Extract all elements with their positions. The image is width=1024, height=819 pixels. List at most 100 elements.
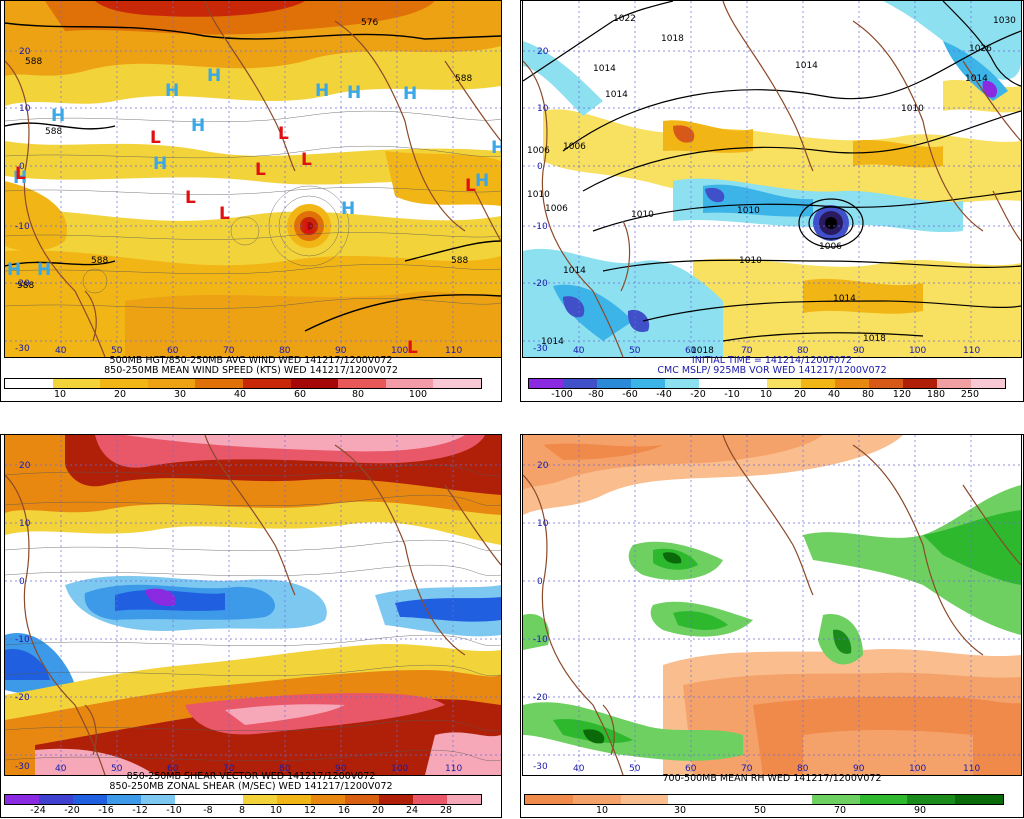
lon-label: 90 [335,764,347,774]
lat-label: 10 [537,104,549,114]
low-pressure-symbol: L [150,128,161,148]
lon-label: 40 [573,346,585,356]
colorbar-tick: 10 [53,389,67,400]
lon-label: 100 [909,764,926,774]
lon-label: 70 [223,764,235,774]
lon-label: 110 [445,346,462,356]
high-pressure-symbol: H [315,81,329,101]
isobar-label: 1010 [527,190,550,200]
contour-label: 588 [455,74,472,84]
panel-mslp-vorticity: 20 10 0 -10 -20 -30 40 50 60 70 80 90 10… [520,0,1024,402]
lat-label: 0 [537,162,543,172]
colorbar-tick: -12 [132,805,148,816]
lat-label: -30 [533,344,548,354]
lat-label: -10 [533,222,548,232]
lat-label: 0 [19,577,25,587]
colorbar-tick: 180 [926,389,946,400]
colorbar-tick: -100 [551,389,573,400]
lon-label: 80 [279,764,291,774]
lat-label: 10 [19,519,31,529]
contour-label: 588 [25,57,42,67]
high-pressure-symbol: H [191,116,205,136]
colorbar-tick: 70 [833,805,847,816]
lon-label: 90 [853,346,865,356]
lat-label: 0 [537,577,543,587]
lon-label: 100 [391,764,408,774]
lon-label: 40 [573,764,585,774]
lon-label: 50 [111,346,123,356]
wind-speed-colorbar [4,378,482,389]
caption-line-2: 850-250MB MEAN WIND SPEED (KTS) WED 1412… [104,365,398,376]
isobar-label: 1014 [541,337,564,347]
colorbar-tick: -24 [30,805,46,816]
vorticity-colorbar-labels: -100 -80 -60 -40 -20 -10 10 20 40 80 120… [528,389,1004,400]
high-pressure-symbol: H [341,199,355,219]
colorbar-tick: 20 [793,389,807,400]
lon-label: 50 [629,764,641,774]
high-pressure-symbol: H [491,138,501,158]
vorticity-colorbar [528,378,1006,389]
lon-label: 60 [685,346,697,356]
colorbar-tick: 8 [238,805,246,816]
isobar-label: 1014 [795,61,818,71]
colorbar-tick: -60 [622,389,638,400]
lon-label: 110 [445,764,462,774]
panel-zonal-shear: 20 10 0 -10 -20 -30 40 50 60 70 80 90 10… [0,418,502,819]
high-pressure-symbol: H [7,260,21,280]
high-pressure-symbol: H [165,81,179,101]
lon-label: 60 [167,764,179,774]
lat-label: -10 [533,635,548,645]
lat-label: -20 [15,279,30,289]
isobar-label: 1006 [819,242,842,252]
lat-label: -30 [15,762,30,772]
colorbar-tick: 10 [759,389,773,400]
caption-line-1: 700-500MB MEAN RH WED 141217/1200V072 [662,773,882,784]
lat-label: -30 [533,762,548,772]
wind-speed-colorbar-labels: 10 20 30 40 60 80 100 [4,389,480,400]
high-pressure-symbol: H [475,171,489,191]
colorbar-tick: -8 [203,805,213,816]
high-pressure-symbol: H [51,106,65,126]
isobar-label: 1018 [661,34,684,44]
isobar-label: 1026 [969,44,992,54]
high-pressure-symbol: H [347,83,361,103]
rh-colorbar [524,794,1004,805]
mslp-vorticity-map: 20 10 0 -10 -20 -30 40 50 60 70 80 90 10… [522,0,1022,358]
colorbar-tick: -40 [656,389,672,400]
lon-label: 100 [391,346,408,356]
caption-line-1: 500MB HGT/850-250MB AVG WIND WED 141217/… [109,355,393,366]
lon-label: 110 [963,764,980,774]
contour-label: 588 [91,256,108,266]
lat-label: -20 [533,693,548,703]
colorbar-tick: -20 [690,389,706,400]
low-pressure-symbol: L [219,204,230,224]
lon-label: 80 [797,764,809,774]
mean-rh-map: 20 10 0 -10 -20 -30 40 50 60 70 80 90 10… [522,434,1022,776]
high-pressure-symbol: H [37,260,51,280]
isobar-label: 1010 [739,256,762,266]
low-pressure-symbol: L [465,176,476,196]
lat-label: 20 [537,47,549,57]
lon-label: 50 [629,346,641,356]
colorbar-tick: 40 [233,389,247,400]
colorbar-tick: 10 [269,805,283,816]
colorbar-tick: 80 [351,389,365,400]
colorbar-tick: 30 [173,389,187,400]
isobar-label: 1014 [605,90,628,100]
low-pressure-symbol: L [255,160,266,180]
shear-colorbar-labels: -24 -20 -16 -12 -10 -8 8 10 12 16 20 24 … [4,805,480,816]
isobar-label: 1018 [863,334,886,344]
caption-line-2: CMC MSLP/ 925MB VOR WED 141217/1200V072 [657,365,887,376]
isobar-label: 1014 [563,266,586,276]
caption-line-1: INITIAL TIME = 141214/1200F072 [691,355,853,366]
low-pressure-symbol: L [185,188,196,208]
colorbar-tick: 100 [408,389,428,400]
colorbar-tick: 60 [293,389,307,400]
colorbar-tick: 24 [405,805,419,816]
isobar-label: 1030 [993,16,1016,26]
high-pressure-symbol: H [207,66,221,86]
lat-label: -10 [15,222,30,232]
contour-label: 588 [17,281,34,291]
lat-label: -30 [15,344,30,354]
colorbar-tick: 10 [595,805,609,816]
